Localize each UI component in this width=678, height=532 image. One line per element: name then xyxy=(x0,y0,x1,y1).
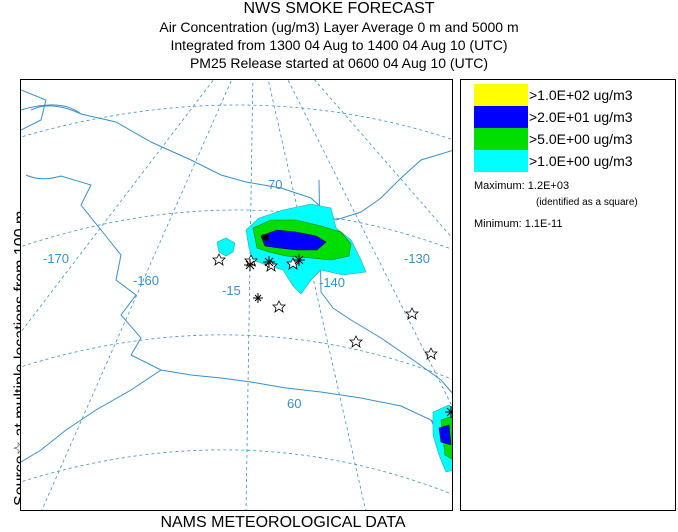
legend-label-2: >2.0E+01 ug/m3 xyxy=(529,109,633,125)
longitude-line-170 xyxy=(21,80,214,333)
longitude-line-160 xyxy=(41,80,233,510)
lon-label-160: -160 xyxy=(133,273,159,288)
map-panel: -170 -160 -15 -140 -130 70 60 xyxy=(20,79,453,511)
cluster-e xyxy=(445,406,452,418)
alaska-map: -170 -160 -15 -140 -130 70 60 xyxy=(21,80,452,510)
lon-label-150: -15 xyxy=(222,283,241,298)
latitude-line-55 xyxy=(21,449,452,495)
maximum-label: Maximum: xyxy=(474,180,525,192)
smoke-plume xyxy=(216,203,452,473)
forecast-title: NWS SMOKE FORECAST xyxy=(243,0,435,17)
mackenzie-coast xyxy=(335,150,452,221)
legend-label-4: >1.0E+00 ug/m3 xyxy=(529,153,633,169)
legend-swatch-blue xyxy=(474,106,528,128)
bering-coast xyxy=(25,105,452,439)
latitude-line-70 xyxy=(21,104,452,140)
lon-label-140: -140 xyxy=(319,275,345,290)
legend-swatch-yellow xyxy=(474,84,528,106)
legend-swatch-cyan xyxy=(474,150,528,172)
longitude-line-140 xyxy=(267,80,366,510)
legend-label-1: >1.0E+02 ug/m3 xyxy=(529,87,633,103)
canada-border xyxy=(318,179,452,394)
minimum-label: Minimum: xyxy=(474,218,522,230)
plume-level-blue xyxy=(260,229,327,251)
met-data-label: NAMS METEOROLOGICAL DATA xyxy=(160,514,406,531)
maximum-note: (identified as a square) xyxy=(536,197,638,208)
plume-level-cyan-west xyxy=(216,237,236,257)
lon-label-130: -130 xyxy=(404,251,430,266)
maximum-readout: Maximum: 1.2E+03 xyxy=(474,180,569,192)
latitude-line-60 xyxy=(21,334,452,380)
lat-label-60: 60 xyxy=(287,396,301,411)
minimum-value: 1.1E-11 xyxy=(524,218,563,230)
minimum-readout: Minimum: 1.1E-11 xyxy=(474,218,562,230)
legend-panel: >1.0E+02 ug/m3 >2.0E+01 ug/m3 >5.0E+00 u… xyxy=(460,79,676,511)
legend-label-3: >5.0E+00 ug/m3 xyxy=(529,131,633,147)
longitude-line-150 xyxy=(245,80,254,510)
star-icon xyxy=(424,347,438,360)
lat-label-70: 70 xyxy=(268,177,282,192)
cluster-a xyxy=(244,259,256,271)
grid-labels: -170 -160 -15 -140 -130 70 60 xyxy=(43,177,430,411)
latitude-line-65 xyxy=(21,209,452,250)
star-icon xyxy=(405,307,419,320)
siberia-coast xyxy=(21,89,47,131)
maximum-value: 1.2E+03 xyxy=(527,180,570,192)
north-coast xyxy=(21,104,337,221)
alaska-peninsula xyxy=(21,369,162,463)
integration-period: Integrated from 1300 04 Aug to 1400 04 A… xyxy=(170,37,508,53)
cluster-b xyxy=(263,256,275,268)
concentration-subtitle: Air Concentration (ug/m3) Layer Average … xyxy=(159,19,519,35)
graticule xyxy=(21,80,452,510)
star-icon xyxy=(212,253,226,266)
cluster-c xyxy=(293,254,305,266)
star-icon xyxy=(349,335,363,348)
star-icon xyxy=(272,300,286,313)
lon-label-170: -170 xyxy=(43,251,69,266)
cluster-d xyxy=(253,293,263,303)
legend-swatch-green xyxy=(474,128,528,150)
release-start: PM25 Release started at 0600 04 Aug 10 (… xyxy=(189,55,489,71)
maximum-square xyxy=(262,234,269,241)
plume-level-blue-south xyxy=(438,424,452,446)
longitude-line-120 xyxy=(314,80,452,239)
source-clusters xyxy=(244,234,452,418)
